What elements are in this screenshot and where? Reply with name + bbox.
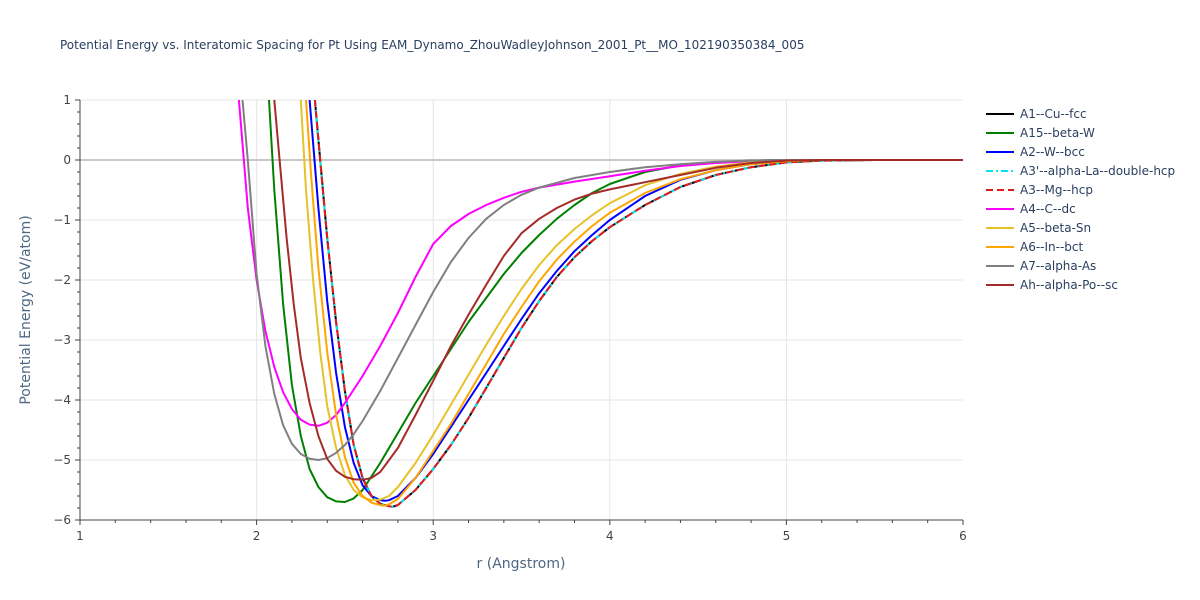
y-tick-label: −4 bbox=[53, 393, 71, 407]
y-tick-label: −5 bbox=[53, 453, 71, 467]
legend-label: A6--In--bct bbox=[1020, 240, 1084, 254]
x-tick-label: 1 bbox=[76, 529, 84, 543]
x-tick-label: 3 bbox=[429, 529, 437, 543]
series-line-a6-in-bct bbox=[305, 100, 963, 507]
x-tick-label: 5 bbox=[783, 529, 791, 543]
y-tick-label: −1 bbox=[53, 213, 71, 227]
y-tick-label: −2 bbox=[53, 273, 71, 287]
legend-label: A4--C--dc bbox=[1020, 202, 1076, 216]
y-tick-labels: 1 0 −1 −2 −3 −4 −5 −6 bbox=[53, 93, 71, 527]
legend-label: Ah--alpha-Po--sc bbox=[1020, 278, 1118, 292]
legend-label: A2--W--bcc bbox=[1020, 145, 1085, 159]
y-tick-label: −3 bbox=[53, 333, 71, 347]
series-line-a7-alpha-as bbox=[241, 100, 963, 461]
legend-label: A5--beta-Sn bbox=[1020, 221, 1091, 235]
axes bbox=[75, 99, 964, 525]
series-line-ah-alpha-po-sc bbox=[273, 100, 963, 481]
series-lines bbox=[237, 100, 963, 508]
series-line-a3-alpha-la-double-hcp bbox=[313, 100, 963, 508]
y-axis-title: Potential Energy (eV/atom) bbox=[18, 215, 34, 404]
legend-label: A3'--alpha-La--double-hcp bbox=[1020, 164, 1175, 178]
legend-label: A1--Cu--fcc bbox=[1020, 107, 1087, 121]
y-tick-label: −6 bbox=[53, 513, 71, 527]
legend-label: A15--beta-W bbox=[1020, 126, 1095, 140]
grid-lines bbox=[80, 99, 963, 520]
x-axis-title: r (Angstrom) bbox=[477, 556, 566, 572]
x-tick-label: 6 bbox=[959, 529, 967, 543]
y-tick-label: 1 bbox=[63, 93, 71, 107]
x-tick-label: 2 bbox=[253, 529, 261, 543]
chart-title: Potential Energy vs. Interatomic Spacing… bbox=[60, 38, 805, 52]
y-tick-label: 0 bbox=[63, 153, 71, 167]
x-tick-labels: 1 2 3 4 5 6 bbox=[76, 529, 967, 543]
legend: A1--Cu--fcc A15--beta-W A2--W--bcc A3'--alp… bbox=[986, 107, 1175, 292]
legend-label: A3--Mg--hcp bbox=[1020, 183, 1093, 197]
series-line-a4-c-dc bbox=[237, 100, 963, 427]
series-line-a3-mg-hcp bbox=[313, 100, 963, 508]
legend-label: A7--alpha-As bbox=[1020, 259, 1096, 273]
x-tick-label: 4 bbox=[606, 529, 614, 543]
